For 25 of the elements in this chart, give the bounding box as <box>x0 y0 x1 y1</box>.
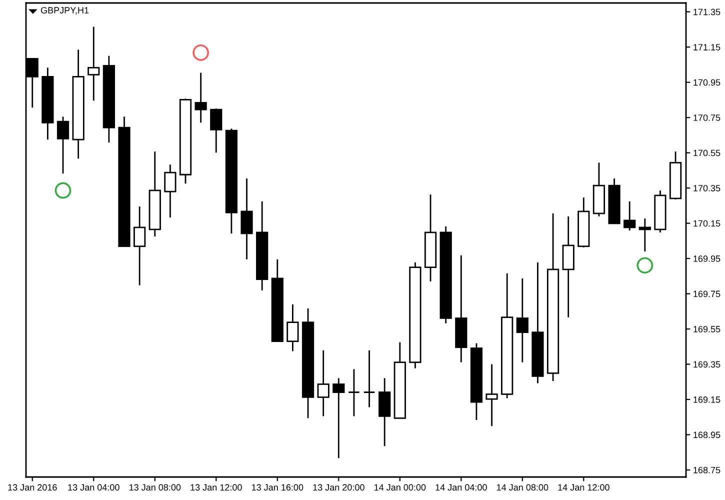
y-tick-label: 170.55 <box>694 150 720 156</box>
y-tick-label: 170.35 <box>694 184 720 192</box>
x-tick-label: 14 Jan 12:00 <box>558 484 610 491</box>
chart-title: GBPJPY,H1 <box>40 7 89 15</box>
x-tick-label: 13 Jan 12:00 <box>190 484 242 491</box>
x-tick-label: 13 Jan 2016 <box>8 484 57 491</box>
x-tick-label: 14 Jan 08:00 <box>496 484 548 491</box>
y-tick-label: 170.95 <box>694 79 720 86</box>
x-tick-label: 14 Jan 00:00 <box>374 484 426 491</box>
x-tick-label: 13 Jan 04:00 <box>68 484 120 491</box>
x-tick-label: 13 Jan 16:00 <box>252 484 304 491</box>
y-tick-label: 169.75 <box>694 290 720 298</box>
y-tick-label: 168.95 <box>694 432 720 438</box>
y-tick-label: 170.75 <box>694 114 720 121</box>
y-tick-label: 170.15 <box>694 220 720 227</box>
x-tick-label: 14 Jan 04:00 <box>436 484 487 491</box>
y-tick-label: 168.75 <box>694 466 720 474</box>
y-tick-label: 171.15 <box>694 44 720 50</box>
y-tick-label: 169.55 <box>694 326 720 332</box>
x-tick-label: 13 Jan 20:00 <box>313 484 364 491</box>
y-tick-label: 169.35 <box>694 361 720 368</box>
y-tick-label: 169.15 <box>694 396 720 403</box>
x-tick-label: 13 Jan 08:00 <box>129 484 181 491</box>
y-tick-label: 171.35 <box>694 8 720 16</box>
y-tick-label: 169.95 <box>694 255 720 262</box>
